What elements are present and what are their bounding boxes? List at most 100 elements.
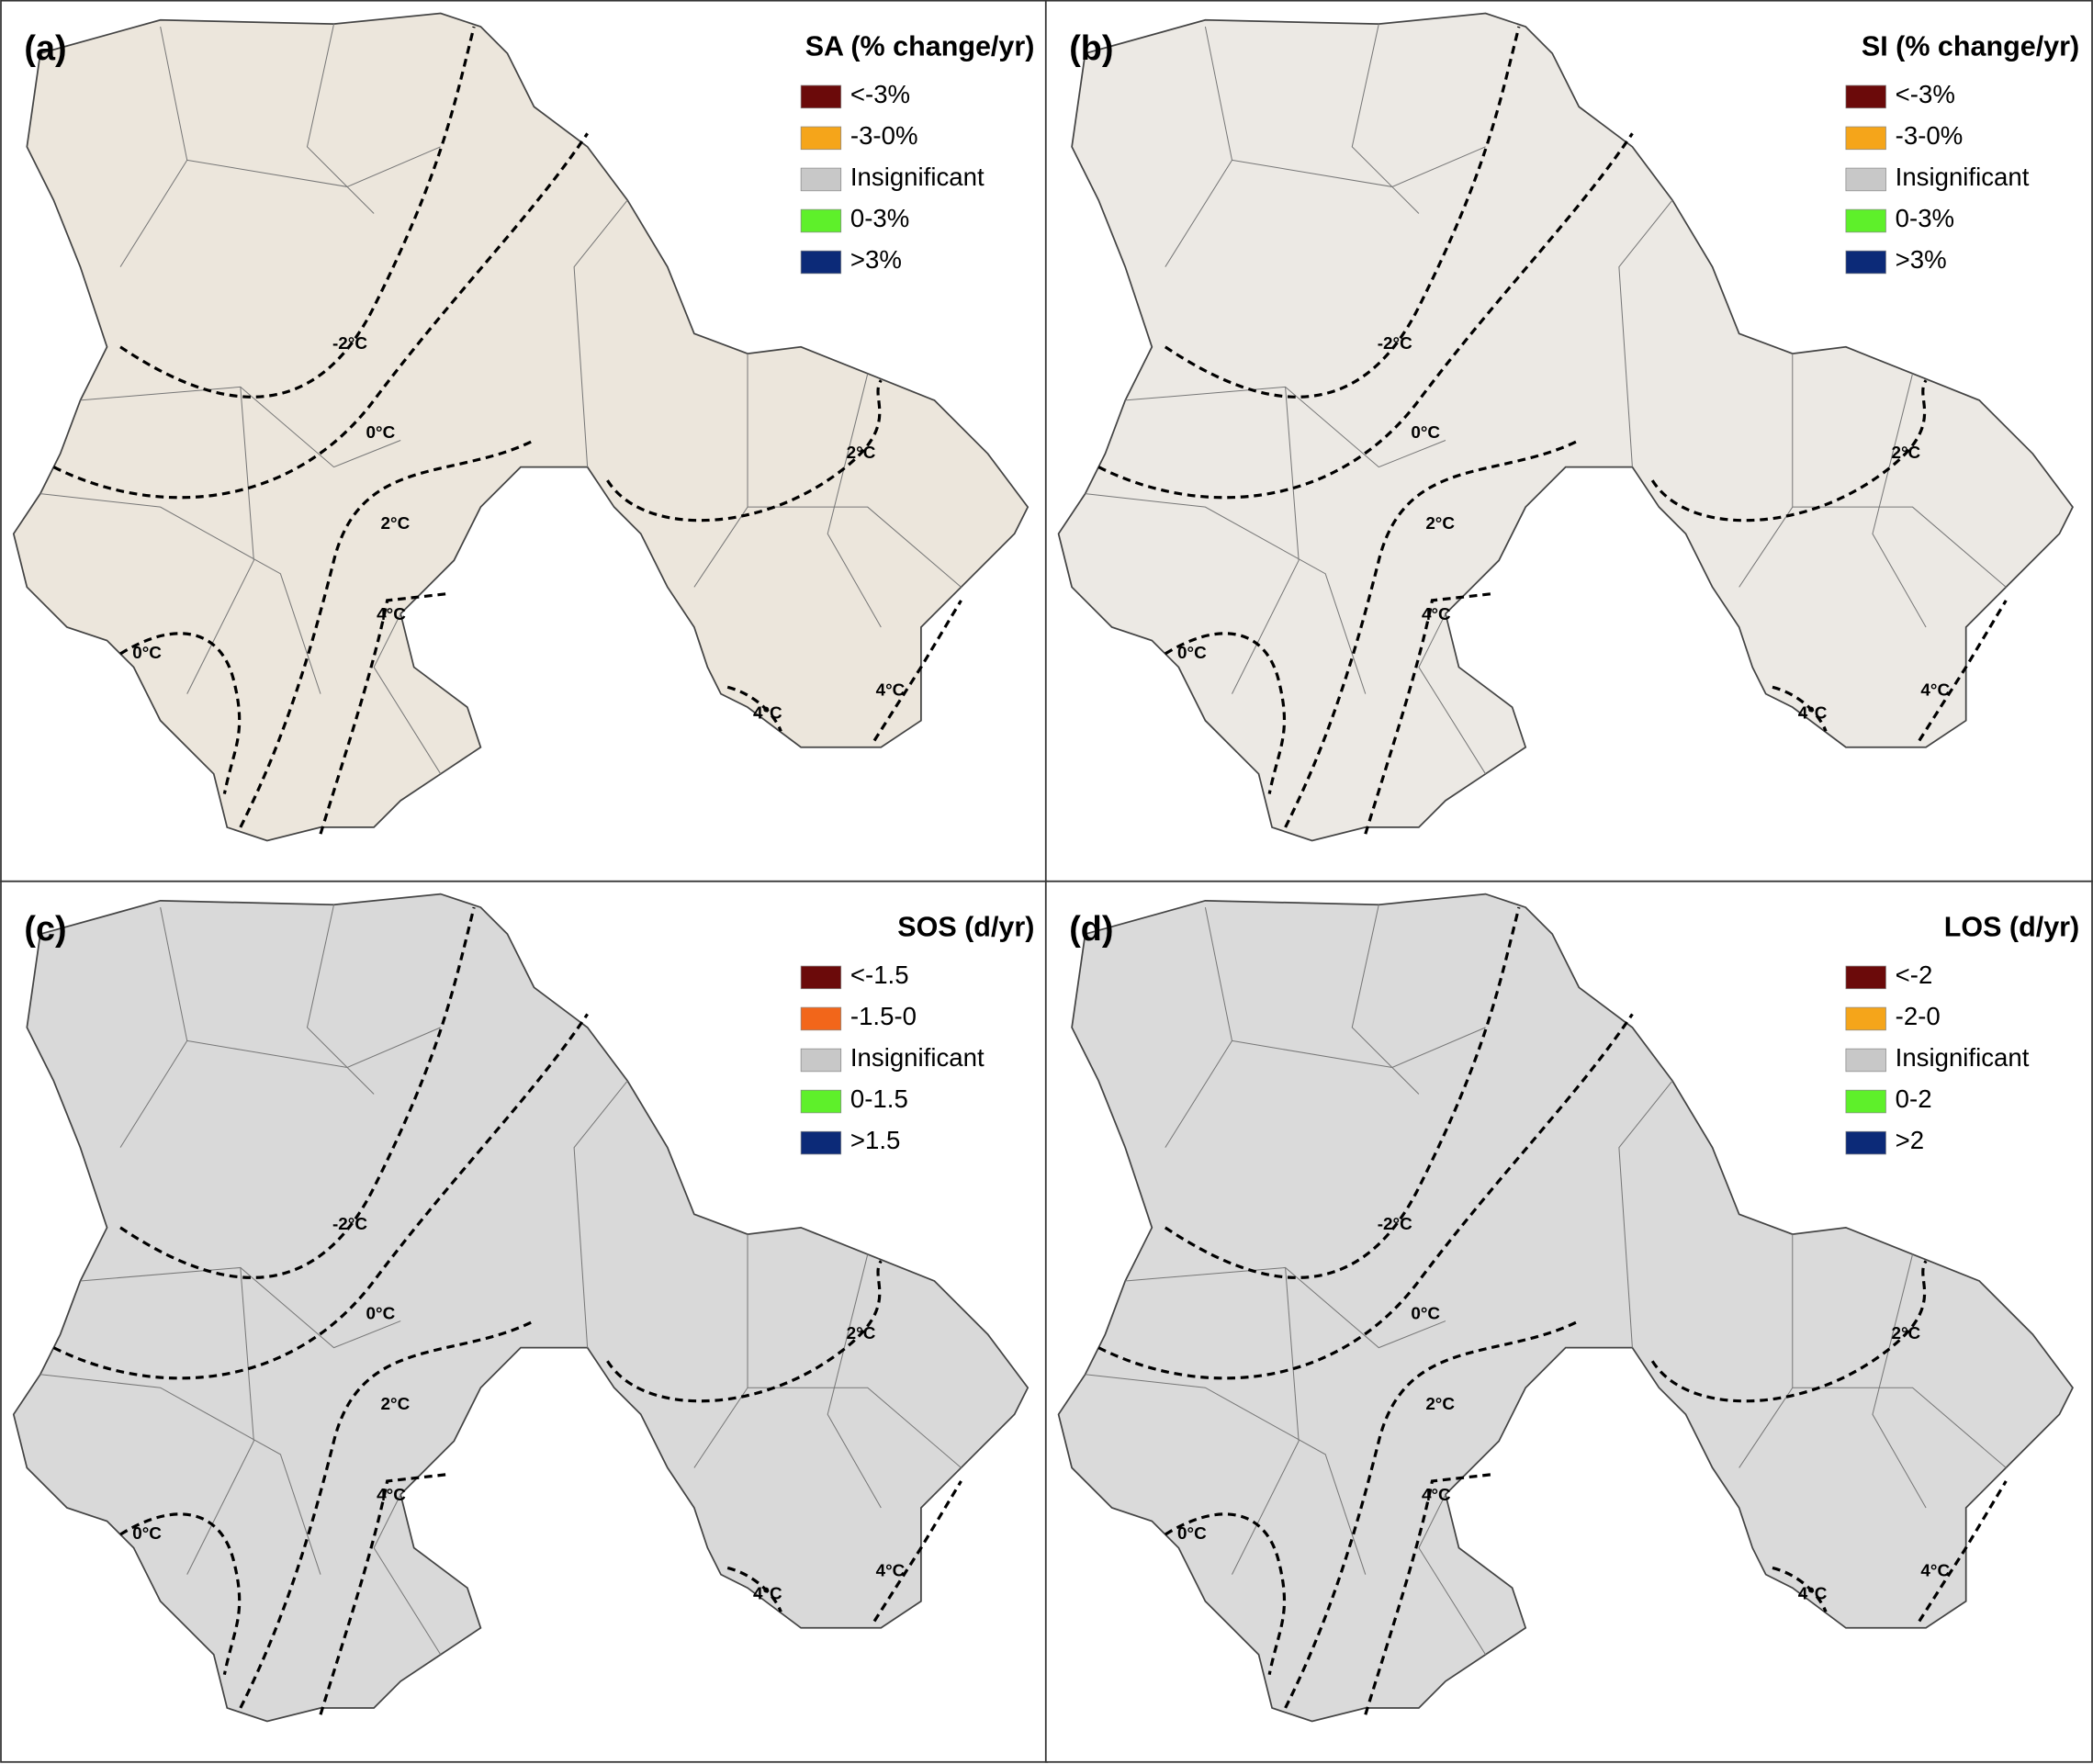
isotherm-label: 4°C bbox=[1798, 1584, 1828, 1603]
panel-label: (d) bbox=[1069, 910, 1113, 949]
isotherm-line bbox=[1650, 379, 1928, 522]
legend-swatch bbox=[1845, 1089, 1886, 1114]
legend-label: -1.5-0 bbox=[850, 1002, 917, 1030]
district-boundary bbox=[1125, 386, 1446, 468]
legend-label: Insignificant bbox=[1896, 163, 2030, 191]
district-boundary bbox=[1618, 1080, 1673, 1348]
district-boundary bbox=[306, 904, 375, 1095]
legend-swatch bbox=[800, 1048, 842, 1073]
isotherm-label: 4°C bbox=[753, 703, 782, 723]
legend-title: SOS (d/yr) bbox=[897, 911, 1034, 942]
district-boundary bbox=[573, 1080, 628, 1348]
district-boundary bbox=[1418, 1494, 1487, 1656]
district-boundary bbox=[186, 387, 254, 694]
legend-swatch bbox=[800, 208, 842, 233]
legend-label: Insignificant bbox=[1896, 1043, 2030, 1072]
legend-swatch bbox=[1845, 1048, 1886, 1073]
isotherm-line bbox=[1364, 592, 1493, 835]
legend-swatch bbox=[800, 250, 842, 275]
legend-swatch bbox=[1845, 208, 1886, 233]
legend-swatch bbox=[800, 126, 842, 151]
isotherm-line bbox=[872, 600, 962, 742]
legend-swatch bbox=[800, 84, 842, 109]
isotherm-label: -2°C bbox=[1378, 1215, 1412, 1234]
isotherm-line bbox=[52, 132, 589, 500]
district-boundary bbox=[39, 493, 321, 694]
legend-swatch bbox=[800, 1089, 842, 1114]
district-boundary bbox=[1232, 146, 1486, 187]
legend-swatch bbox=[1845, 167, 1886, 192]
isotherm-line bbox=[239, 439, 535, 828]
isotherm-line bbox=[1164, 906, 1521, 1279]
isotherm-line bbox=[1097, 132, 1634, 500]
legend-swatch bbox=[1845, 84, 1886, 109]
district-boundary bbox=[39, 1374, 321, 1575]
isotherm-label: 2°C bbox=[1891, 444, 1920, 463]
isotherm-label: 4°C bbox=[1798, 703, 1828, 723]
isotherm-label: 4°C bbox=[1920, 681, 1950, 701]
isotherm-label: 2°C bbox=[847, 444, 876, 463]
district-boundary bbox=[748, 506, 962, 588]
isotherm-line bbox=[1164, 1512, 1287, 1675]
legend-swatch bbox=[1845, 1130, 1886, 1155]
isotherm-line bbox=[1097, 1013, 1634, 1380]
legend-swatch bbox=[800, 965, 842, 990]
district-boundary bbox=[186, 1027, 441, 1069]
district-boundary bbox=[186, 1267, 254, 1575]
district-boundary bbox=[186, 146, 441, 187]
isotherm-label: 0°C bbox=[1177, 644, 1207, 663]
district-boundary bbox=[1351, 24, 1420, 214]
district-boundary bbox=[80, 386, 401, 468]
isotherm-label: 0°C bbox=[1411, 423, 1440, 443]
district-boundary bbox=[1232, 387, 1300, 694]
panel-label: (a) bbox=[24, 29, 66, 68]
isotherm-line bbox=[606, 379, 883, 522]
isotherm-label: 4°C bbox=[753, 1584, 782, 1603]
legend-title: SA (% change/yr) bbox=[805, 30, 1035, 62]
isotherm-line bbox=[606, 1260, 883, 1403]
isotherm-label: 2°C bbox=[1425, 514, 1455, 534]
isotherm-label: 4°C bbox=[377, 605, 406, 624]
legend-label: >1.5 bbox=[850, 1126, 900, 1154]
isotherm-label: 0°C bbox=[366, 423, 396, 443]
isotherm-label: 0°C bbox=[1177, 1524, 1207, 1544]
legend-swatch bbox=[800, 1130, 842, 1155]
isotherm-line bbox=[119, 906, 476, 1279]
isotherm-label: 2°C bbox=[1425, 1395, 1455, 1414]
legend-label: 0-3% bbox=[850, 204, 909, 232]
isotherm-label: -2°C bbox=[332, 334, 367, 354]
district-boundary bbox=[1232, 1267, 1300, 1575]
district-boundary bbox=[1085, 493, 1367, 694]
map-panel: -2°C 0°C 2°C 4°C 0°C 2°C 4°C 4°C (d) LOS (d/yr) <-… bbox=[1044, 880, 2093, 1763]
district-boundary bbox=[1872, 1253, 1927, 1509]
legend-label: >3% bbox=[1896, 245, 1947, 274]
legend-label: 0-3% bbox=[1896, 204, 1954, 232]
legend-label: <-3% bbox=[1896, 80, 1955, 108]
legend-swatch bbox=[1845, 250, 1886, 275]
isotherm-label: 0°C bbox=[132, 644, 162, 663]
isotherm-line bbox=[1284, 439, 1581, 828]
isotherm-label: 2°C bbox=[381, 1395, 411, 1414]
isotherm-label: 4°C bbox=[1422, 605, 1451, 624]
isotherm-line bbox=[1918, 1480, 2008, 1623]
legend-swatch bbox=[1845, 1006, 1886, 1031]
isotherm-line bbox=[1918, 600, 2008, 742]
legend-label: -3-0% bbox=[1896, 121, 1964, 150]
legend-title: LOS (d/yr) bbox=[1944, 911, 2079, 942]
isotherm-label: 4°C bbox=[876, 1562, 906, 1581]
district-boundary bbox=[1618, 199, 1673, 467]
isotherm-line bbox=[1164, 632, 1287, 794]
isotherm-label: 2°C bbox=[1891, 1324, 1920, 1343]
district-boundary bbox=[1872, 373, 1927, 628]
legend-label: -3-0% bbox=[850, 121, 918, 150]
isotherm-line bbox=[1284, 1320, 1581, 1709]
isotherm-line bbox=[119, 632, 242, 794]
isotherm-label: 4°C bbox=[377, 1486, 406, 1505]
isotherm-line bbox=[1364, 1473, 1493, 1715]
legend-swatch bbox=[800, 1006, 842, 1031]
district-boundary bbox=[80, 1266, 401, 1349]
legend-label: >3% bbox=[850, 245, 902, 274]
map-panel: -2°C 0°C 2°C 4°C 0°C 2°C 4°C 4°C (a) SA (% change… bbox=[0, 0, 1049, 882]
legend-label: Insignificant bbox=[850, 1043, 985, 1072]
